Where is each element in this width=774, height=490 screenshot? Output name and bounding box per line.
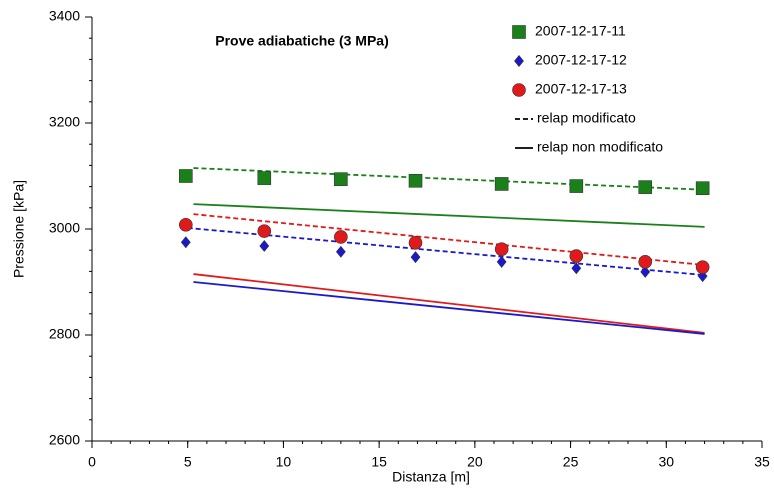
diamond-marker xyxy=(180,236,191,249)
circle-marker xyxy=(569,249,584,263)
x-tick-label: 0 xyxy=(88,454,96,470)
legend-label: 2007-12-17-12 xyxy=(535,52,627,68)
fit-line xyxy=(193,213,705,266)
diamond-marker xyxy=(335,245,346,258)
square-marker xyxy=(408,173,423,188)
y-tick-label: 3000 xyxy=(49,220,80,236)
fit-line xyxy=(193,281,705,335)
diamond-marker xyxy=(259,239,270,252)
legend-label: relap modificato xyxy=(537,110,636,126)
legend-marker xyxy=(512,25,526,39)
square-marker xyxy=(257,171,272,185)
legend-marker xyxy=(512,83,526,97)
square-marker xyxy=(494,177,509,191)
x-tick-label: 35 xyxy=(754,454,770,470)
circle-marker xyxy=(408,235,423,250)
circle-marker xyxy=(695,260,710,274)
square-marker xyxy=(638,180,653,194)
x-tick-label: 15 xyxy=(371,454,387,470)
circle-marker xyxy=(494,242,509,256)
circle-marker xyxy=(179,217,193,232)
x-tick-label: 30 xyxy=(658,454,674,470)
circle-marker xyxy=(638,255,653,269)
circle-marker xyxy=(257,224,272,238)
diamond-marker xyxy=(640,265,651,278)
legend-label: 2007-12-17-13 xyxy=(535,81,627,97)
y-tick-label: 3200 xyxy=(49,114,80,130)
fit-line xyxy=(193,203,705,228)
y-tick-label: 2600 xyxy=(49,432,80,448)
square-marker xyxy=(569,179,584,193)
square-marker xyxy=(334,172,348,186)
fit-line xyxy=(193,167,705,191)
legend-marker xyxy=(514,55,524,67)
x-axis-label: Distanza [m] xyxy=(392,469,470,485)
diamond-marker xyxy=(496,255,507,268)
fit-line xyxy=(193,273,705,334)
legend-label: relap non modificato xyxy=(537,139,663,155)
square-marker xyxy=(179,169,193,183)
circle-marker xyxy=(334,230,348,244)
diamond-marker xyxy=(410,251,421,264)
x-tick-label: 25 xyxy=(563,454,579,470)
y-tick-label: 3400 xyxy=(49,8,80,24)
x-tick-label: 20 xyxy=(467,454,483,470)
x-tick-label: 5 xyxy=(184,454,192,470)
legend-label: 2007-12-17-11 xyxy=(535,23,626,39)
x-tick-label: 10 xyxy=(276,454,292,470)
square-marker xyxy=(695,181,710,195)
diamond-marker xyxy=(571,262,582,275)
fit-line xyxy=(187,227,705,277)
y-tick-label: 2800 xyxy=(49,326,80,342)
chart-title: Prove adiabatiche (3 MPa) xyxy=(215,33,389,49)
y-axis-label: Pressione [kPa] xyxy=(11,180,27,278)
